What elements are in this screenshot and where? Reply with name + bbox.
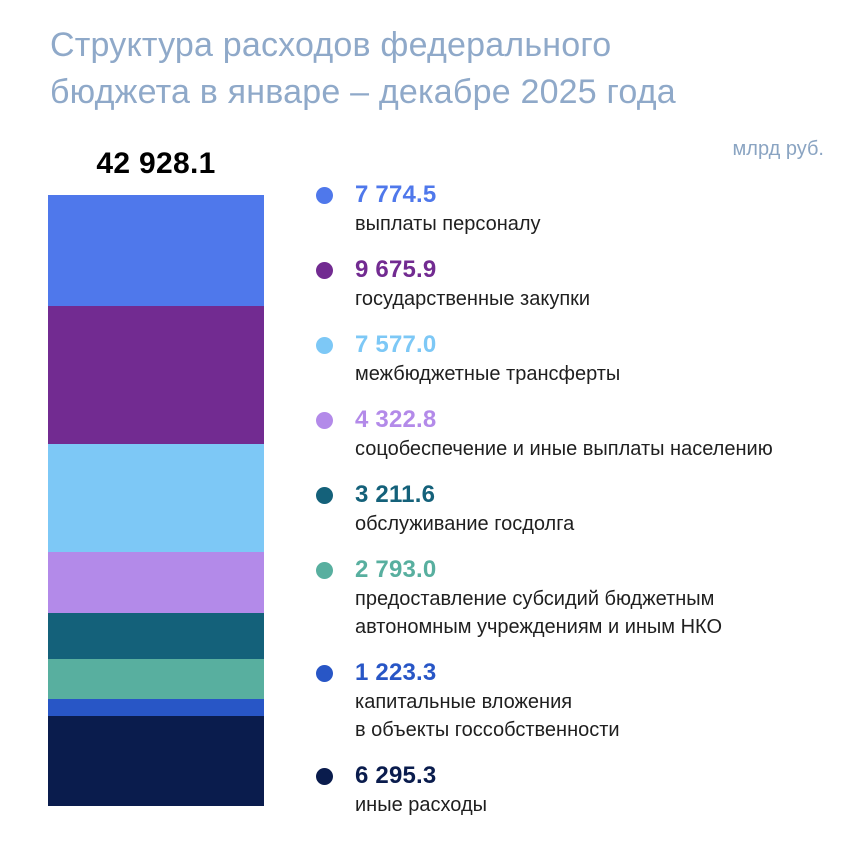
bar-total-value: 42 928.1 <box>96 147 216 180</box>
legend-value: 1 223.3 <box>355 659 437 686</box>
legend-label: иные расходы <box>355 794 488 816</box>
legend-item-social-benefits: 4 322.8 соцобеспечение и иные выплаты на… <box>316 405 836 463</box>
unit-label: млрд руб. <box>732 138 824 160</box>
legend-dot-icon <box>316 337 333 354</box>
chart-legend: 7 774.5 выплаты персоналу 9 675.9 госуда… <box>316 180 836 836</box>
legend-dot-icon <box>316 187 333 204</box>
bar-segment-state-procurement <box>48 305 264 444</box>
legend-label: обслуживание госдолга <box>355 513 575 535</box>
legend-label: капитальные вложения в объекты госсобств… <box>355 691 620 741</box>
legend-item-interbudget-transfers: 7 577.0 межбюджетные трансферты <box>316 330 836 388</box>
legend-label: соцобеспечение и иные выплаты населению <box>355 438 773 460</box>
legend-label: предоставление субсидий бюджетным автоно… <box>355 588 723 638</box>
legend-value: 9 675.9 <box>355 256 437 283</box>
legend-item-other-expenses: 6 295.3 иные расходы <box>316 761 836 819</box>
legend-dot-icon <box>316 487 333 504</box>
legend-label: межбюджетные трансферты <box>355 363 621 385</box>
legend-item-capital-investments: 1 223.3 капитальные вложения в объекты г… <box>316 658 836 744</box>
bar-segment-capital-investments <box>48 698 264 717</box>
legend-label: выплаты персоналу <box>355 213 541 235</box>
legend-item-debt-service: 3 211.6 обслуживание госдолга <box>316 480 836 538</box>
stacked-bar-chart <box>48 195 264 806</box>
bar-segment-interbudget-transfers <box>48 443 264 552</box>
bar-segment-other-expenses <box>48 716 264 806</box>
bar-segment-debt-service <box>48 613 264 660</box>
legend-dot-icon <box>316 768 333 785</box>
legend-dot-icon <box>316 412 333 429</box>
bar-segment-social-benefits <box>48 551 264 614</box>
legend-item-state-procurement: 9 675.9 государственные закупки <box>316 255 836 313</box>
bar-segment-subsidies <box>48 659 264 699</box>
legend-value: 7 577.0 <box>355 331 437 358</box>
legend-item-personnel-payments: 7 774.5 выплаты персоналу <box>316 180 836 238</box>
legend-label: государственные закупки <box>355 288 591 310</box>
legend-item-subsidies: 2 793.0 предоставление субсидий бюджетны… <box>316 555 836 641</box>
legend-value: 2 793.0 <box>355 556 437 583</box>
bar-segment-personnel-payments <box>48 195 264 306</box>
legend-dot-icon <box>316 262 333 279</box>
legend-value: 6 295.3 <box>355 762 437 789</box>
legend-value: 7 774.5 <box>355 181 437 208</box>
legend-dot-icon <box>316 562 333 579</box>
legend-value: 4 322.8 <box>355 406 437 433</box>
legend-value: 3 211.6 <box>355 481 436 508</box>
legend-dot-icon <box>316 665 333 682</box>
page-title: Структура расходов федерального бюджета … <box>50 26 676 111</box>
